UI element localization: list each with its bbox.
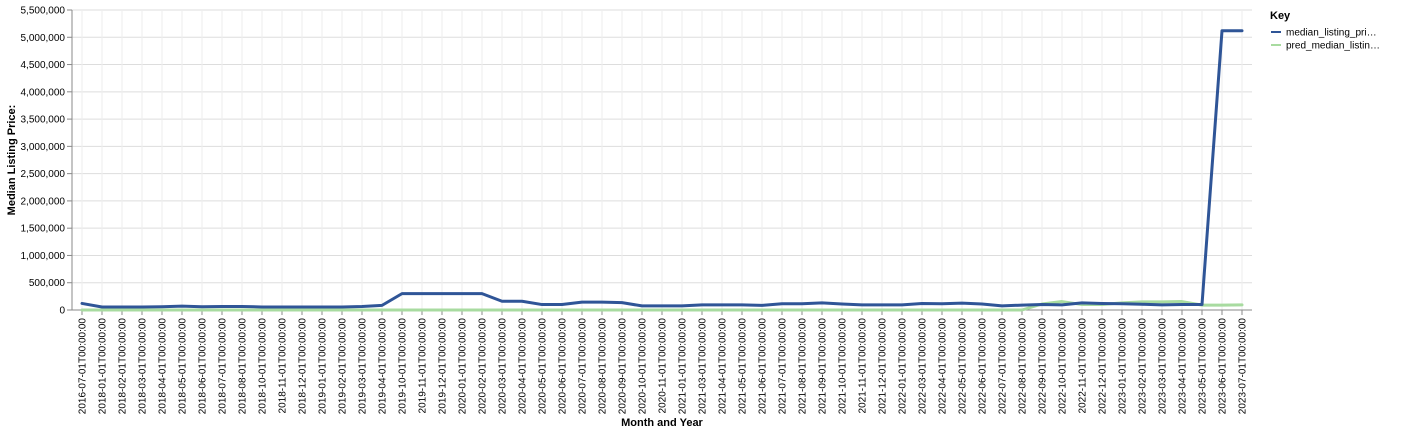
y-tick-label: 1,500,000 — [21, 224, 66, 235]
y-tick-label: 5,000,000 — [21, 33, 66, 44]
x-tick-label: 2022-08-01T00:00:00 — [1018, 318, 1029, 415]
x-tick-label: 2022-10-01T00:00:00 — [1058, 318, 1069, 415]
y-axis-title: Median Listing Price: — [6, 105, 18, 216]
x-tick-label: 2018-10-01T00:00:00 — [258, 318, 269, 415]
x-tick-label: 2022-12-01T00:00:00 — [1098, 318, 1109, 415]
x-tick-label: 2023-05-01T00:00:00 — [1198, 318, 1209, 415]
y-tick-label: 4,000,000 — [21, 87, 66, 98]
x-tick-label: 2023-03-01T00:00:00 — [1158, 318, 1169, 415]
x-tick-label: 2019-04-01T00:00:00 — [378, 318, 389, 415]
x-tick-label: 2022-01-01T00:00:00 — [898, 318, 909, 415]
x-tick-label: 2018-03-01T00:00:00 — [138, 318, 149, 415]
x-tick-label: 2022-11-01T00:00:00 — [1078, 318, 1089, 414]
x-tick-label: 2022-03-01T00:00:00 — [918, 318, 929, 415]
x-tick-label: 2018-02-01T00:00:00 — [118, 318, 129, 415]
x-tick-label: 2021-07-01T00:00:00 — [778, 318, 789, 415]
x-tick-label: 2020-09-01T00:00:00 — [618, 318, 629, 415]
legend-title: Key — [1270, 10, 1291, 22]
x-tick-label: 2019-02-01T00:00:00 — [338, 318, 349, 415]
x-tick-label: 2020-01-01T00:00:00 — [458, 318, 469, 415]
x-tick-label: 2018-11-01T00:00:00 — [278, 318, 289, 414]
y-tick-label: 1,000,000 — [21, 251, 66, 262]
x-tick-label: 2022-04-01T00:00:00 — [938, 318, 949, 415]
axes: 0 500,000 1,000,000 1,500,000 2,000,000 2,500… — [21, 6, 1252, 415]
x-tick-label: 2020-07-01T00:00:00 — [578, 318, 589, 415]
y-tick-label: 2,500,000 — [21, 169, 66, 180]
series-lines — [80, 29, 1244, 312]
x-tick-label: 2019-12-01T00:00:00 — [438, 318, 449, 415]
x-tick-label: 2021-06-01T00:00:00 — [758, 318, 769, 415]
x-tick-label: 2020-10-01T00:00:00 — [638, 318, 649, 415]
x-tick-label: 2018-07-01T00:00:00 — [218, 318, 229, 415]
series-line-median-listing-price — [80, 29, 1244, 309]
y-tick-label: 4,500,000 — [21, 60, 66, 71]
x-tick-label: 2021-10-01T00:00:00 — [838, 318, 849, 415]
x-tick-label: 2023-02-01T00:00:00 — [1138, 318, 1149, 415]
x-tick-label: 2021-04-01T00:00:00 — [718, 318, 729, 415]
y-tick-label: 500,000 — [29, 278, 66, 289]
x-tick-label: 2023-06-01T00:00:00 — [1218, 318, 1229, 415]
x-tick-label: 2021-03-01T00:00:00 — [698, 318, 709, 415]
x-tick-label: 2023-07-01T00:00:00 — [1238, 318, 1249, 415]
x-tick-label: 2023-01-01T00:00:00 — [1118, 318, 1129, 415]
x-tick-label: 2018-12-01T00:00:00 — [298, 318, 309, 415]
x-tick-label: 2022-06-01T00:00:00 — [978, 318, 989, 415]
x-tick-label: 2022-09-01T00:00:00 — [1038, 318, 1049, 415]
y-tick-label: 0 — [59, 306, 65, 317]
x-tick-label: 2020-11-01T00:00:00 — [658, 318, 669, 414]
y-tick-label: 5,500,000 — [21, 6, 66, 17]
x-tick-label: 2020-08-01T00:00:00 — [598, 318, 609, 415]
x-tick-label: 2016-07-01T00:00:00 — [78, 318, 89, 415]
x-tick-label: 2019-11-01T00:00:00 — [418, 318, 429, 414]
x-tick-label: 2018-08-01T00:00:00 — [238, 318, 249, 415]
x-tick-label: 2018-01-01T00:00:00 — [98, 318, 109, 415]
x-tick-label: 2019-10-01T00:00:00 — [398, 318, 409, 415]
x-tick-label: 2021-09-01T00:00:00 — [818, 318, 829, 415]
x-tick-label: 2021-12-01T00:00:00 — [878, 318, 889, 415]
x-tick-label: 2021-05-01T00:00:00 — [738, 318, 749, 415]
y-tick-label: 3,000,000 — [21, 142, 66, 153]
x-tick-label: 2018-04-01T00:00:00 — [158, 318, 169, 415]
legend: Key median_listing_pri… pred_median_listi… — [1270, 10, 1380, 52]
y-tick-label: 3,500,000 — [21, 115, 66, 126]
x-tick-label: 2020-04-01T00:00:00 — [518, 318, 529, 415]
x-tick-label: 2022-05-01T00:00:00 — [958, 318, 969, 415]
x-tick-label: 2020-06-01T00:00:00 — [558, 318, 569, 415]
y-tick-label: 2,000,000 — [21, 196, 66, 207]
x-tick-label: 2021-08-01T00:00:00 — [798, 318, 809, 415]
x-tick-label: 2020-05-01T00:00:00 — [538, 318, 549, 415]
x-tick-label: 2019-03-01T00:00:00 — [358, 318, 369, 415]
x-axis-title: Month and Year — [621, 417, 703, 429]
x-tick-label: 2020-02-01T00:00:00 — [478, 318, 489, 415]
x-tick-label: 2022-07-01T00:00:00 — [998, 318, 1009, 415]
x-tick-label: 2019-01-01T00:00:00 — [318, 318, 329, 415]
x-tick-label: 2020-03-01T00:00:00 — [498, 318, 509, 415]
gridlines — [72, 9, 1252, 311]
x-tick-label: 2021-01-01T00:00:00 — [678, 318, 689, 415]
legend-label: pred_median_listin… — [1286, 41, 1380, 52]
x-tick-label: 2018-05-01T00:00:00 — [178, 318, 189, 415]
x-tick-label: 2018-06-01T00:00:00 — [198, 318, 209, 415]
x-tick-label: 2021-11-01T00:00:00 — [858, 318, 869, 414]
x-tick-label: 2023-04-01T00:00:00 — [1178, 318, 1189, 415]
legend-label: median_listing_pri… — [1286, 28, 1377, 39]
